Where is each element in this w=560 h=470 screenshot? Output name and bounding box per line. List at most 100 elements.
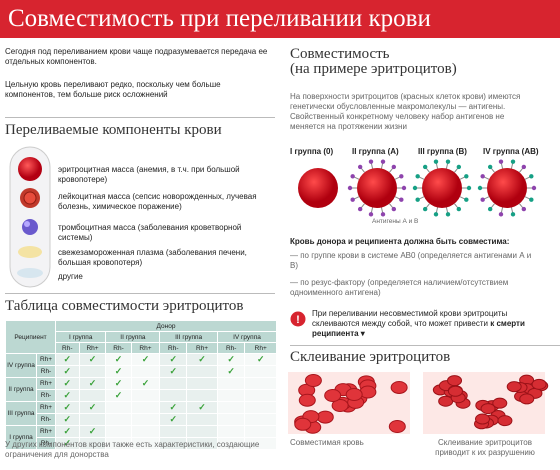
title-line: (на примере эритроцитов): [290, 61, 457, 77]
cell: [159, 437, 188, 450]
check: ✓: [63, 366, 72, 376]
check: ✓: [169, 414, 178, 424]
cell: [105, 413, 132, 426]
recipient-rh: Rh-: [36, 365, 56, 378]
recipient-rh: Rh-: [36, 437, 56, 450]
antigen-label: Антигены А и В: [372, 218, 419, 225]
antigen: [399, 197, 404, 202]
row: II группа Rh+ ✓ ✓ ✓ ✓: [5, 377, 277, 402]
antigen: [399, 174, 404, 179]
recipient-group: I группа: [5, 425, 37, 450]
check: ✓: [63, 378, 72, 388]
cell: [130, 425, 161, 438]
check: ✓: [88, 426, 97, 436]
donor-rh: Rh+: [186, 342, 218, 354]
cell: [186, 389, 218, 402]
check: ✓: [88, 354, 97, 364]
row: Реципиент Донор: [5, 320, 277, 354]
section-title: Совместимость (на примере эритроцитов): [290, 47, 457, 77]
antigen: [487, 206, 493, 212]
cell: ✓: [216, 365, 246, 378]
cell: [216, 413, 246, 426]
cell: [216, 425, 246, 438]
group-label: IV группа (AB): [483, 147, 539, 156]
caption: Совместимая кровь: [290, 438, 364, 447]
donor-header: Донор: [55, 320, 277, 332]
section-title: Склеивание эритроцитов: [290, 349, 451, 365]
cell: [216, 389, 246, 402]
clumped-cell: [492, 397, 508, 409]
cell: [78, 413, 107, 426]
antigen: [521, 206, 527, 212]
check: ✓: [227, 354, 235, 364]
antigen: [445, 212, 451, 217]
antigen: [529, 197, 534, 202]
cell: ✓: [78, 377, 107, 390]
divider: [290, 345, 560, 346]
cell: [186, 437, 218, 450]
red-cell: [357, 168, 397, 208]
cell: ✓: [78, 401, 107, 414]
antigen: [480, 174, 485, 179]
antigen: [412, 185, 418, 191]
cell: ✓: [186, 401, 218, 414]
row: Rh- ✓: [6, 437, 277, 450]
antigen: [415, 174, 420, 179]
antigen: [487, 164, 493, 170]
cell: ✓: [159, 413, 188, 426]
cell: ✓: [55, 437, 80, 450]
component: лейкоцитная масса (сепсис новорожденных,…: [58, 192, 257, 211]
cell: [186, 365, 218, 378]
cell: [130, 401, 161, 414]
antigen: [368, 159, 374, 164]
donor-rh: Rh+: [78, 342, 107, 354]
cell: [244, 413, 277, 426]
antigen: [380, 159, 386, 164]
cell: ✓: [244, 353, 277, 366]
donor-rh: Rh-: [55, 342, 80, 354]
antigen: [510, 159, 516, 164]
cell: [216, 377, 246, 390]
red-cell: [298, 393, 316, 407]
antigen: [357, 206, 363, 212]
check: ✓: [169, 402, 178, 412]
check: ✓: [198, 402, 206, 412]
check: ✓: [63, 426, 72, 436]
check: ✓: [114, 366, 123, 376]
cell: [78, 437, 107, 450]
clumped-cell: [438, 395, 454, 407]
donor-rh: Rh+: [244, 342, 277, 354]
row: Rh- ✓ ✓: [6, 389, 277, 402]
red-cell: [390, 380, 408, 394]
red-cell: [388, 419, 406, 433]
cell: ✓: [55, 365, 80, 378]
recipient-rh: Rh-: [36, 413, 56, 426]
cell: ✓: [105, 377, 132, 390]
footnote: У других компонентов крови также есть ха…: [5, 440, 260, 459]
cell: [186, 377, 218, 390]
antigen: [466, 185, 472, 191]
red-cell: [487, 168, 527, 208]
donor-group: III группа: [159, 331, 218, 343]
donor-rh: Rh-: [105, 342, 132, 354]
antigen: [456, 206, 462, 212]
antigen: [480, 197, 485, 202]
check: ✓: [169, 354, 178, 364]
antigen: [380, 212, 386, 217]
cell: ✓: [55, 413, 80, 426]
caption: Склеивание эритроцитов приводит к их раз…: [435, 438, 535, 457]
antigen: [456, 164, 462, 170]
recipient-rh: Rh+: [36, 425, 56, 438]
donor-rh: Rh-: [159, 342, 188, 354]
clumped-cell: [506, 381, 522, 393]
donor-rh: Rh-: [216, 342, 246, 354]
cell: ✓: [55, 377, 80, 390]
row: I группа Rh+ ✓ ✓: [5, 425, 277, 450]
cell: ✓: [105, 365, 132, 378]
warning: При переливании несовместимой крови эрит…: [312, 309, 552, 339]
cell: [244, 437, 277, 450]
recipient-rh: Rh+: [36, 377, 56, 390]
check: ✓: [114, 390, 123, 400]
antigen: [464, 174, 469, 179]
